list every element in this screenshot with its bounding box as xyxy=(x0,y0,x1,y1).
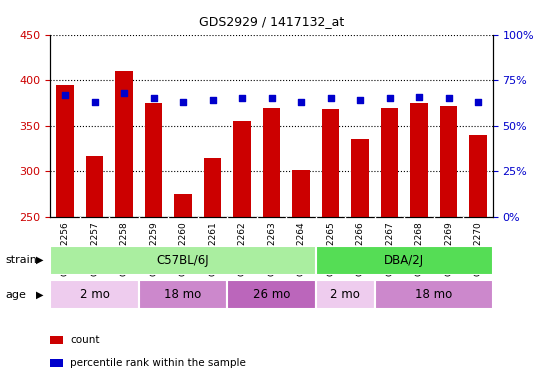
Text: GSM152259: GSM152259 xyxy=(149,222,158,276)
Text: GSM152258: GSM152258 xyxy=(120,222,129,276)
Bar xyxy=(263,108,281,217)
Bar xyxy=(410,103,428,217)
Bar xyxy=(57,85,74,217)
Text: 18 mo: 18 mo xyxy=(165,288,202,301)
Text: DBA/2J: DBA/2J xyxy=(384,254,424,266)
Text: 18 mo: 18 mo xyxy=(415,288,452,301)
Text: GSM152267: GSM152267 xyxy=(385,222,394,276)
Text: GSM152263: GSM152263 xyxy=(267,222,276,276)
Text: GSM152261: GSM152261 xyxy=(208,222,217,276)
Text: GDS2929 / 1417132_at: GDS2929 / 1417132_at xyxy=(199,15,344,28)
Bar xyxy=(227,280,316,309)
Text: GSM152266: GSM152266 xyxy=(356,222,365,276)
Text: GSM152265: GSM152265 xyxy=(326,222,335,276)
Bar xyxy=(292,170,310,217)
Point xyxy=(474,99,483,105)
Text: 2 mo: 2 mo xyxy=(80,288,110,301)
Text: GSM152257: GSM152257 xyxy=(90,222,99,276)
Text: GSM152270: GSM152270 xyxy=(474,222,483,276)
Text: age: age xyxy=(6,290,26,300)
Bar xyxy=(139,280,227,309)
Bar xyxy=(145,103,162,217)
Bar xyxy=(50,246,316,275)
Point xyxy=(267,95,276,101)
Bar xyxy=(86,156,104,217)
Point xyxy=(414,94,423,100)
Bar xyxy=(322,109,339,217)
Point xyxy=(444,95,453,101)
Point xyxy=(356,97,365,103)
Text: count: count xyxy=(70,335,100,345)
Bar xyxy=(381,108,398,217)
Text: GSM152268: GSM152268 xyxy=(414,222,423,276)
Bar xyxy=(469,135,487,217)
Point xyxy=(60,92,69,98)
Point xyxy=(149,95,158,101)
Text: 2 mo: 2 mo xyxy=(330,288,360,301)
Text: C57BL/6J: C57BL/6J xyxy=(157,254,209,266)
Text: ▶: ▶ xyxy=(36,290,44,300)
Text: 26 mo: 26 mo xyxy=(253,288,290,301)
Text: GSM152269: GSM152269 xyxy=(444,222,453,276)
Bar xyxy=(204,158,221,217)
Bar xyxy=(351,139,369,217)
Point xyxy=(297,99,306,105)
Bar xyxy=(115,71,133,217)
Bar xyxy=(375,280,493,309)
Text: GSM152260: GSM152260 xyxy=(179,222,188,276)
Bar xyxy=(234,121,251,217)
Bar xyxy=(50,280,139,309)
Point xyxy=(179,99,188,105)
Text: GSM152264: GSM152264 xyxy=(297,222,306,276)
Point xyxy=(385,95,394,101)
Text: GSM152262: GSM152262 xyxy=(237,222,246,276)
Point xyxy=(326,95,335,101)
Point xyxy=(237,95,246,101)
Point xyxy=(120,90,129,96)
Text: strain: strain xyxy=(6,255,38,265)
Bar xyxy=(316,280,375,309)
Text: ▶: ▶ xyxy=(36,255,44,265)
Bar xyxy=(174,194,192,217)
Text: GSM152256: GSM152256 xyxy=(60,222,69,276)
Point xyxy=(208,97,217,103)
Bar xyxy=(440,106,458,217)
Bar xyxy=(316,246,493,275)
Point xyxy=(90,99,99,105)
Text: percentile rank within the sample: percentile rank within the sample xyxy=(70,358,246,368)
